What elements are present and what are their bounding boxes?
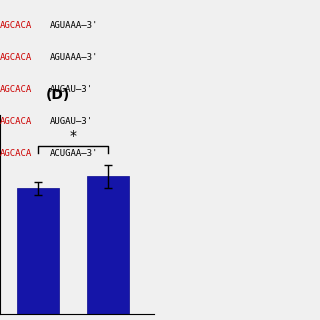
Text: AUGAU—3': AUGAU—3' <box>50 117 92 126</box>
Bar <box>18 188 59 314</box>
Text: *: * <box>70 129 77 143</box>
Text: AGCACA: AGCACA <box>0 21 32 30</box>
Text: AUGAU—3': AUGAU—3' <box>50 85 92 94</box>
Text: (D): (D) <box>45 88 70 102</box>
Text: AGUAAA—3': AGUAAA—3' <box>50 21 98 30</box>
Text: AGCACA: AGCACA <box>0 117 32 126</box>
Text: ACUGAA—3': ACUGAA—3' <box>50 149 98 158</box>
Bar <box>87 176 129 314</box>
Text: AGCACA: AGCACA <box>0 53 32 62</box>
Text: AGUAAA—3': AGUAAA—3' <box>50 53 98 62</box>
Text: AGCACA: AGCACA <box>0 149 32 158</box>
Text: AGCACA: AGCACA <box>0 85 32 94</box>
